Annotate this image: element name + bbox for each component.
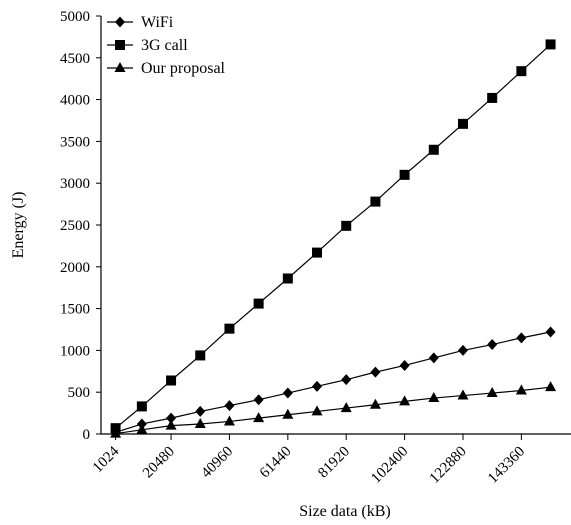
x-tick-label: 122880 — [427, 444, 470, 487]
series-3g-call — [110, 39, 556, 434]
x-tick-label: 20480 — [140, 444, 178, 482]
data-point-wifi — [312, 380, 323, 392]
data-point-3g-call — [370, 196, 381, 207]
x-tick-label: 102400 — [368, 444, 411, 487]
data-point-our-proposal — [545, 381, 557, 392]
series-our-proposal — [110, 381, 557, 438]
data-point-3g-call — [195, 350, 206, 361]
data-point-3g-call — [136, 401, 147, 412]
data-point-wifi — [166, 412, 177, 424]
series-line-3g-call — [115, 43, 551, 429]
data-point-3g-call — [428, 144, 439, 155]
y-tick-label: 4000 — [60, 93, 90, 109]
data-point-3g-call — [224, 323, 235, 334]
data-point-our-proposal — [136, 423, 148, 434]
x-axis-label: Size data (kB) — [299, 503, 391, 520]
data-point-3g-call — [545, 39, 556, 50]
data-point-our-proposal — [457, 389, 469, 400]
data-point-wifi — [253, 394, 264, 406]
y-tick-label: 4500 — [60, 51, 90, 67]
data-point-wifi — [428, 352, 439, 364]
data-point-3g-call — [399, 169, 410, 180]
y-tick-label: 0 — [83, 427, 91, 443]
data-point-wifi — [516, 332, 527, 344]
data-point-wifi — [487, 339, 498, 351]
data-point-wifi — [370, 366, 381, 378]
data-point-our-proposal — [165, 419, 177, 430]
data-point-our-proposal — [253, 412, 265, 423]
data-point-3g-call — [282, 273, 293, 284]
data-point-our-proposal — [428, 392, 440, 403]
legend-marker-wifi — [115, 16, 125, 28]
series-layer — [110, 39, 557, 438]
data-point-3g-call — [457, 118, 468, 129]
x-tick-label: 143360 — [485, 444, 528, 487]
axes — [100, 16, 571, 435]
data-point-3g-call — [253, 298, 264, 309]
y-tick-label: 500 — [68, 385, 91, 401]
data-point-our-proposal — [369, 398, 381, 409]
series-line-wifi — [115, 331, 551, 433]
legend-marker-3g-call — [115, 40, 125, 50]
y-tick-label: 3500 — [60, 134, 90, 150]
data-point-3g-call — [516, 66, 527, 77]
series-line-our-proposal — [115, 386, 551, 435]
data-point-our-proposal — [486, 387, 498, 398]
data-point-our-proposal — [311, 405, 323, 416]
legend-marker-our-proposal — [114, 62, 126, 72]
data-point-our-proposal — [194, 417, 206, 428]
x-tick-label: 81920 — [315, 444, 353, 482]
y-tick-label: 5000 — [60, 9, 90, 25]
y-tick-label: 2500 — [60, 218, 90, 234]
data-point-our-proposal — [282, 408, 294, 419]
x-tick-label: 1024 — [90, 443, 123, 476]
legend: WiFi 3G call Our proposal — [107, 14, 226, 77]
data-point-3g-call — [312, 247, 323, 258]
data-point-wifi — [282, 387, 293, 399]
x-axis-ticks: 1024 20480 40960 61440 81920 102400 122880 1433… — [90, 434, 528, 487]
y-axis-label: Energy (J) — [10, 192, 27, 259]
y-tick-label: 1000 — [60, 343, 90, 359]
y-tick-label: 1500 — [60, 302, 90, 318]
x-tick-label: 40960 — [198, 444, 236, 482]
y-tick-label: 3000 — [60, 176, 90, 192]
legend-label-wifi: WiFi — [141, 14, 174, 31]
y-tick-label: 2000 — [60, 260, 90, 276]
data-point-wifi — [457, 344, 468, 356]
data-point-our-proposal — [515, 384, 527, 395]
data-point-wifi — [399, 359, 410, 371]
data-point-wifi — [195, 405, 206, 417]
x-tick-label: 61440 — [257, 444, 295, 482]
legend-label-3g-call: 3G call — [141, 37, 188, 54]
data-point-our-proposal — [340, 402, 352, 413]
series-wifi — [110, 326, 556, 438]
y-axis-ticks: 0 500 1000 1500 2000 2500 3000 3500 4000 4500 5000 — [60, 9, 101, 443]
data-point-wifi — [224, 400, 235, 412]
legend-label-our-proposal: Our proposal — [141, 60, 226, 77]
data-point-3g-call — [166, 375, 177, 386]
data-point-our-proposal — [399, 395, 411, 406]
data-point-our-proposal — [110, 427, 122, 438]
data-point-3g-call — [487, 92, 498, 103]
data-point-wifi — [341, 374, 352, 386]
data-point-wifi — [545, 326, 556, 338]
data-point-3g-call — [341, 220, 352, 231]
data-point-our-proposal — [223, 415, 235, 426]
